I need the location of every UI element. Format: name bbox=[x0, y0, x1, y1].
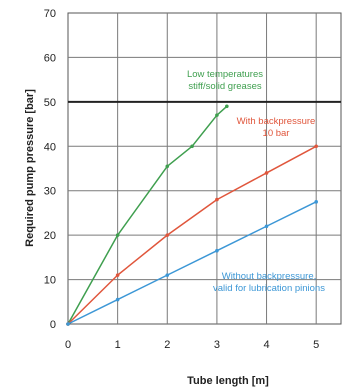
x-tick-label: 4 bbox=[263, 339, 269, 351]
x-tick-label: 1 bbox=[115, 339, 121, 351]
y-tick-label: 70 bbox=[44, 8, 56, 20]
y-tick-label: 40 bbox=[44, 141, 56, 153]
data-point-low_temp bbox=[225, 104, 229, 109]
y-tick-label: 20 bbox=[44, 230, 56, 242]
y-tick-label: 60 bbox=[44, 52, 56, 64]
data-point-no_backpressure bbox=[264, 224, 269, 229]
x-tick-label: 3 bbox=[214, 339, 220, 351]
annotation-low_temp: Low temperatures bbox=[187, 69, 263, 80]
y-tick-label: 30 bbox=[44, 186, 56, 198]
data-point-low_temp bbox=[165, 164, 170, 169]
annotation-no_backpressure: valid for lubrication pinions bbox=[213, 283, 325, 294]
data-point-no_backpressure bbox=[314, 200, 318, 204]
data-point-no_backpressure bbox=[115, 297, 120, 302]
x-axis-title: Tube length [m] bbox=[187, 375, 269, 387]
data-point-backpressure bbox=[215, 197, 219, 202]
data-point-low_temp bbox=[215, 113, 219, 117]
x-tick-label: 5 bbox=[313, 339, 319, 351]
y-tick-label: 0 bbox=[50, 319, 56, 331]
data-point-backpressure bbox=[165, 233, 170, 237]
y-axis-title: Required pump pressure [bar] bbox=[24, 89, 36, 247]
data-point-backpressure bbox=[115, 273, 120, 277]
annotation-low_temp: stiff/solid greases bbox=[188, 81, 261, 92]
annotation-backpressure: With backpressure bbox=[237, 116, 316, 127]
series-line-no_backpressure bbox=[67, 201, 317, 325]
grid-lines bbox=[67, 12, 342, 325]
data-point-backpressure bbox=[264, 171, 269, 175]
annotation-no_backpressure: Without backpressure, bbox=[222, 271, 317, 282]
data-point-no_backpressure bbox=[66, 322, 70, 326]
x-tick-label: 2 bbox=[164, 339, 170, 351]
data-point-no_backpressure bbox=[215, 248, 219, 253]
data-point-low_temp bbox=[190, 144, 194, 149]
x-tick-label: 0 bbox=[65, 339, 71, 351]
y-tick-label: 10 bbox=[44, 275, 56, 287]
series-line-backpressure bbox=[67, 145, 317, 325]
series-line-low_temp bbox=[67, 105, 228, 325]
y-tick-label: 50 bbox=[44, 97, 56, 109]
series-lines bbox=[66, 104, 318, 326]
plot-frame bbox=[67, 12, 342, 325]
data-point-no_backpressure bbox=[165, 273, 170, 277]
annotation-backpressure: 10 bar bbox=[263, 128, 290, 139]
data-point-backpressure bbox=[314, 144, 318, 149]
data-point-low_temp bbox=[115, 233, 120, 237]
